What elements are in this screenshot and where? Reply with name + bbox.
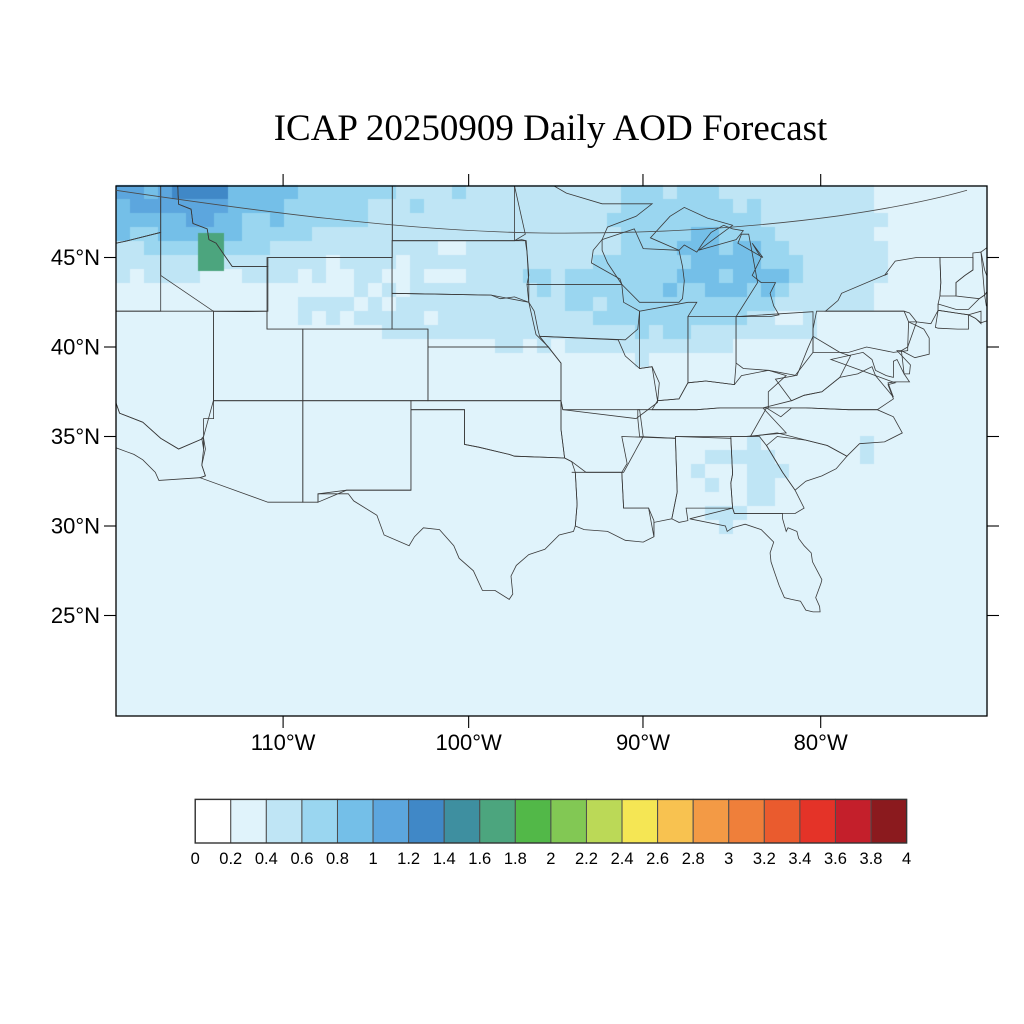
svg-text:0.8: 0.8 (326, 850, 349, 868)
svg-text:1.6: 1.6 (468, 850, 491, 868)
svg-text:1.8: 1.8 (504, 850, 527, 868)
svg-text:0: 0 (191, 850, 200, 868)
svg-text:0.2: 0.2 (219, 850, 242, 868)
svg-text:2: 2 (546, 850, 555, 868)
svg-text:3.2: 3.2 (753, 850, 776, 868)
svg-text:3.6: 3.6 (824, 850, 847, 868)
svg-text:1.4: 1.4 (433, 850, 456, 868)
svg-text:0.6: 0.6 (290, 850, 313, 868)
svg-text:3: 3 (724, 850, 733, 868)
svg-text:3.8: 3.8 (860, 850, 883, 868)
svg-text:4: 4 (902, 850, 911, 868)
svg-text:2.8: 2.8 (682, 850, 705, 868)
svg-text:3.4: 3.4 (788, 850, 811, 868)
svg-text:0.4: 0.4 (255, 850, 278, 868)
svg-text:2.2: 2.2 (575, 850, 598, 868)
svg-text:1.2: 1.2 (397, 850, 420, 868)
svg-text:1: 1 (368, 850, 377, 868)
svg-text:2.6: 2.6 (646, 850, 669, 868)
svg-text:2.4: 2.4 (611, 850, 634, 868)
